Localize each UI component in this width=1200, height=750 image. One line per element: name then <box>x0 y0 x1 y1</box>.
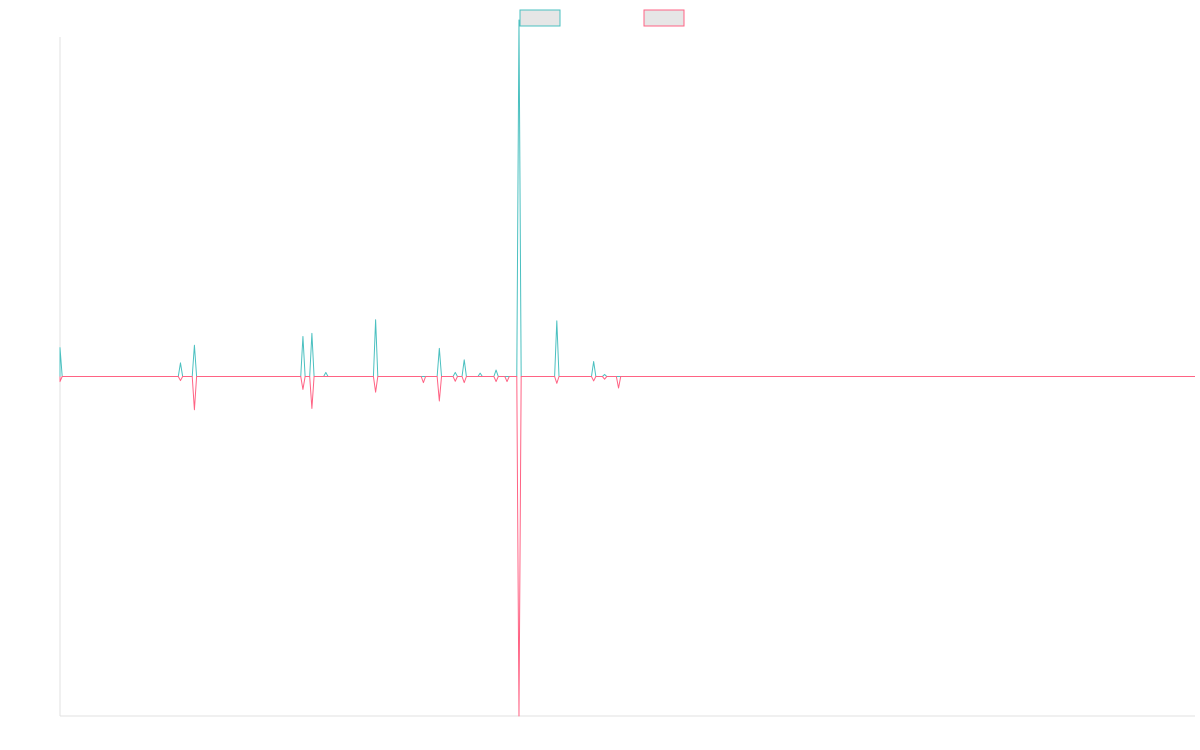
series-line-1 <box>59 376 1195 717</box>
legend-swatch-0[interactable] <box>519 9 561 27</box>
series-line-0 <box>59 19 1195 377</box>
legend-swatch-1[interactable] <box>643 9 685 27</box>
legend <box>519 9 685 27</box>
plot-area <box>59 19 1195 717</box>
